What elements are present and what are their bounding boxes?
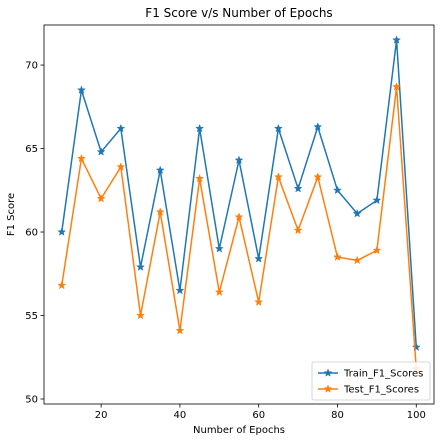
- data-point: [273, 172, 283, 181]
- data-point: [372, 195, 382, 205]
- series-train-f1-scores: [57, 35, 421, 352]
- data-point: [392, 82, 402, 91]
- legend-item: Test_F1_Scores: [318, 384, 419, 396]
- data-point: [293, 183, 303, 193]
- data-point: [136, 310, 145, 320]
- data-point: [96, 147, 106, 156]
- data-point: [352, 208, 362, 218]
- data-point: [175, 325, 185, 335]
- data-point: [313, 172, 323, 181]
- data-point: [136, 262, 145, 271]
- data-point: [76, 85, 86, 94]
- chart-title: F1 Score v/s Number of Epochs: [145, 6, 332, 20]
- data-point: [195, 123, 205, 133]
- y-tick-label: 50: [25, 394, 38, 405]
- legend-label: Test_F1_Scores: [343, 385, 419, 396]
- legend-marker: [323, 368, 333, 377]
- legend-label: Train_F1_Scores: [343, 369, 423, 380]
- plot-content: [57, 35, 421, 373]
- data-point: [234, 155, 244, 165]
- legend-marker: [323, 384, 333, 393]
- data-point: [273, 123, 283, 133]
- data-point: [313, 122, 323, 131]
- x-axis: 20 40 60 80 100: [95, 404, 426, 421]
- legend: Train_F1_Scores Test_F1_Scores: [311, 361, 431, 401]
- data-point: [214, 244, 224, 253]
- data-point: [57, 227, 67, 236]
- x-tick-label: 40: [174, 410, 187, 421]
- x-tick-label: 100: [407, 410, 426, 421]
- data-point: [155, 207, 165, 216]
- data-point: [254, 254, 264, 263]
- plot-frame: [43, 24, 435, 405]
- data-point: [293, 225, 303, 235]
- x-axis-title: Number of Epochs: [193, 425, 285, 436]
- data-point: [195, 173, 205, 183]
- data-point: [76, 153, 86, 163]
- series-test-f1-scores: [57, 82, 421, 373]
- y-axis: 50 55 60 65 70: [25, 61, 44, 405]
- data-point: [352, 255, 362, 265]
- data-point: [214, 287, 224, 296]
- data-point: [155, 165, 165, 175]
- data-point: [333, 252, 342, 261]
- series-line: [60, 39, 418, 348]
- y-tick-label: 65: [25, 144, 38, 155]
- data-point: [411, 342, 421, 352]
- legend-item: Train_F1_Scores: [318, 368, 423, 380]
- data-point: [116, 162, 126, 171]
- data-point: [254, 297, 264, 306]
- x-tick-label: 60: [252, 410, 265, 421]
- y-tick-label: 70: [25, 61, 38, 72]
- data-point: [392, 35, 402, 44]
- series-line: [60, 86, 418, 369]
- data-point: [57, 280, 67, 290]
- data-point: [175, 285, 185, 295]
- data-point: [372, 245, 382, 255]
- y-tick-label: 60: [25, 228, 38, 239]
- x-tick-label: 20: [95, 410, 108, 421]
- data-point: [234, 212, 244, 221]
- data-point: [116, 123, 126, 133]
- y-axis-title: F1 Score: [6, 193, 17, 236]
- data-point: [333, 185, 342, 195]
- x-tick-label: 80: [331, 410, 344, 421]
- data-point: [96, 193, 106, 203]
- y-tick-label: 55: [25, 311, 38, 322]
- legend-box: [311, 361, 431, 401]
